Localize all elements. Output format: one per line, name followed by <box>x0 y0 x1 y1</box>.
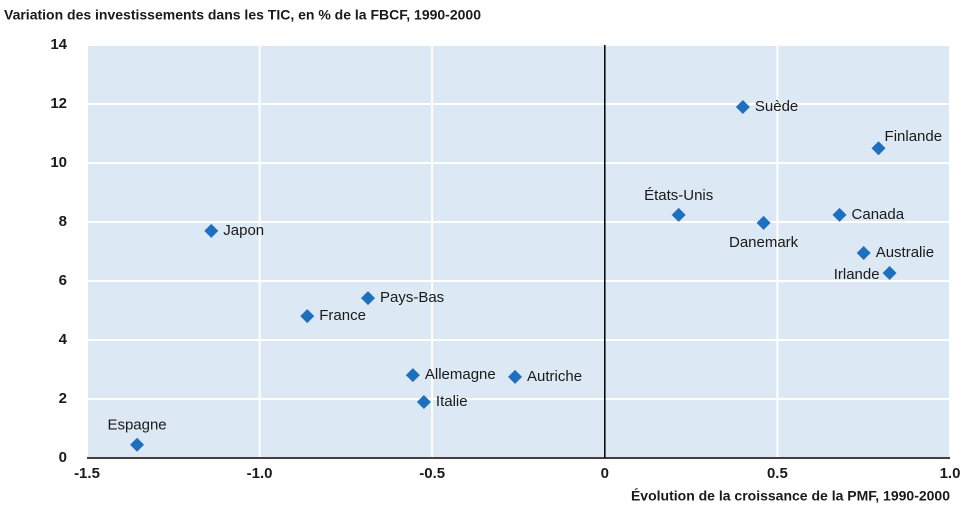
x-tick-label: -1.5 <box>74 465 100 482</box>
point <box>360 291 375 306</box>
y-tick-label: 14 <box>50 36 67 53</box>
y-tick-label: 10 <box>50 154 67 171</box>
x-tick-label: 1.0 <box>940 465 961 482</box>
y-tick-label: 8 <box>59 213 67 230</box>
point-label: Australie <box>876 244 934 261</box>
point-label: Italie <box>436 393 468 410</box>
point <box>671 207 686 222</box>
point <box>405 368 420 383</box>
point-label: Canada <box>852 206 905 223</box>
point <box>508 369 523 384</box>
point <box>756 215 771 230</box>
point-label: Espagne <box>107 417 166 434</box>
x-axis-title: Évolution de la croissance de la PMF, 19… <box>631 488 950 504</box>
point <box>871 141 886 156</box>
point-label: Danemark <box>729 234 799 251</box>
point <box>735 99 750 114</box>
point <box>416 394 431 409</box>
point-label: Suède <box>755 98 798 115</box>
point-label: Finlande <box>885 128 943 145</box>
point-label: Allemagne <box>425 366 496 383</box>
point <box>856 245 871 260</box>
point <box>300 309 315 324</box>
point-label: Pays-Bas <box>380 289 444 306</box>
y-tick-label: 12 <box>50 95 67 112</box>
plot-area <box>87 45 950 458</box>
point <box>130 437 145 452</box>
point-label: États-Unis <box>644 187 713 204</box>
x-tick-label: -0.5 <box>419 465 445 482</box>
point-label: Irlande <box>834 266 880 283</box>
point-label: Autriche <box>527 368 582 385</box>
x-tick-label: 0.5 <box>767 465 788 482</box>
point-label: Japon <box>223 222 264 239</box>
y-tick-label: 0 <box>59 449 67 466</box>
y-tick-label: 4 <box>59 331 68 348</box>
y-tick-label: 6 <box>59 272 67 289</box>
chart-title: Variation des investissements dans les T… <box>4 7 481 23</box>
x-tick-label: -1.0 <box>247 465 273 482</box>
point <box>204 223 219 238</box>
x-tick-label: 0 <box>601 465 609 482</box>
point <box>882 266 897 281</box>
y-tick-label: 2 <box>59 390 67 407</box>
point <box>832 207 847 222</box>
point-label: France <box>319 307 366 324</box>
